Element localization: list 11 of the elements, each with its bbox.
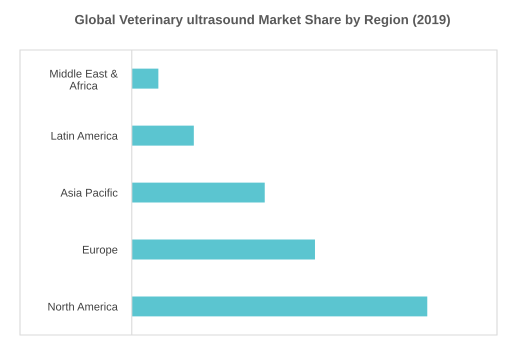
bar [132, 68, 158, 89]
y-tick-label: Europe [82, 246, 118, 256]
y-tick-label: Middle East & Africa [50, 69, 118, 90]
bar [132, 182, 265, 203]
bar [132, 126, 194, 146]
chart-title: Global Veterinary ultrasound Market Share by Region (2019) [74, 14, 450, 27]
bar [132, 296, 428, 316]
y-tick-label: Latin America [51, 132, 118, 140]
y-tick-label: North America [48, 302, 118, 311]
bar [132, 240, 315, 260]
y-tick-label: Asia Pacific [60, 188, 118, 197]
